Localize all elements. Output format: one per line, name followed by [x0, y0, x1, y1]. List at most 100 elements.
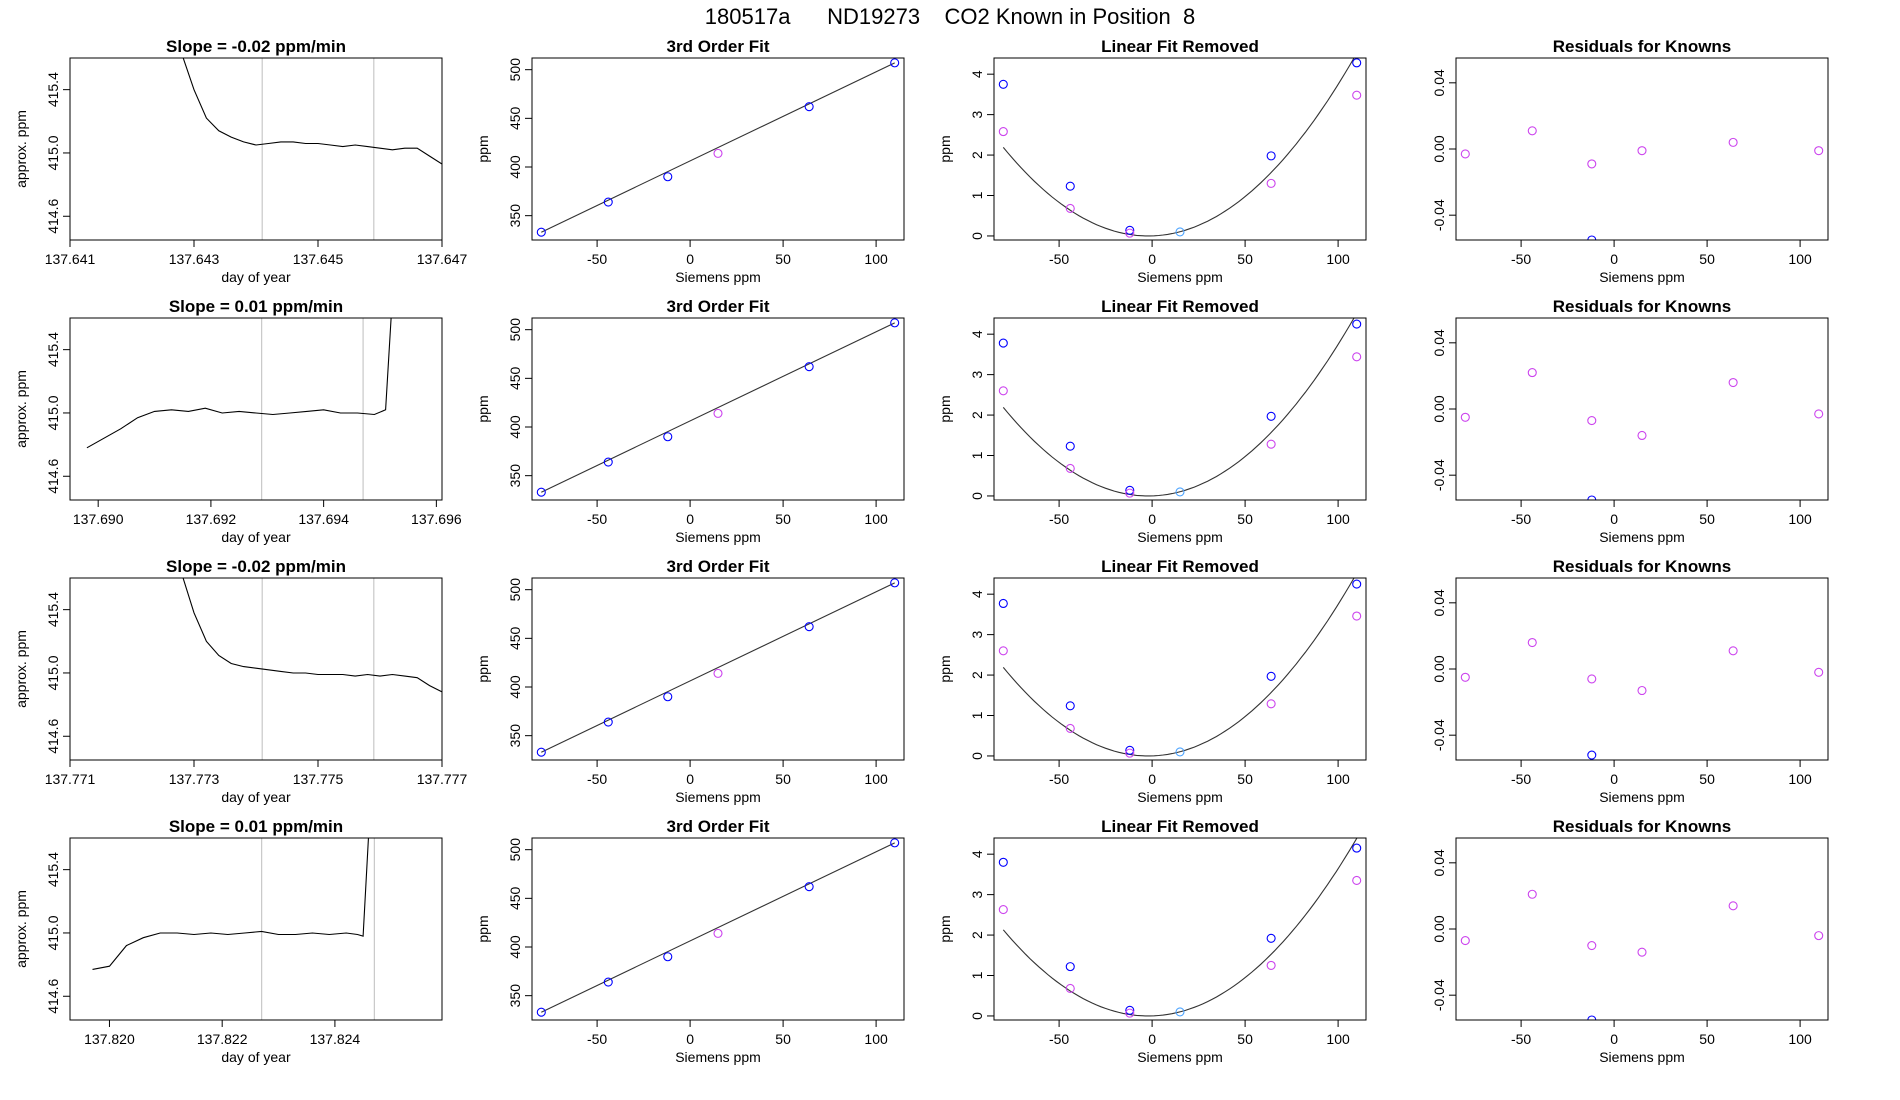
data-point	[1728, 646, 1738, 656]
panel-r3-c1: 137.771 137.773 137.775 137.777 414.6 415.0 41…	[13, 557, 468, 805]
panel-r4-c2: -50 0 50 100 350 400 450 500 3rd Order Fit Siemen…	[475, 817, 905, 1065]
y-tick-label: 0.00	[1431, 395, 1447, 422]
x-axis-label: Siemens ppm	[1137, 269, 1223, 285]
y-tick-label: 415.4	[45, 72, 61, 107]
data-point	[1266, 960, 1276, 970]
data-point	[1266, 411, 1276, 421]
data-point	[1814, 409, 1824, 419]
panel-r1-c4: -50 0 50 100 -0.04 0.00 0.04 Residuals for Know…	[1431, 37, 1829, 285]
fit-line	[541, 62, 895, 233]
panel-title: Slope = -0.02 ppm/min	[166, 557, 346, 576]
y-tick-label: 400	[507, 415, 523, 439]
panel-r1-c3: -50 0 50 100 0 1 2 3 4 Linear Fit Removed Siemens …	[937, 37, 1367, 285]
data-point	[1352, 352, 1362, 362]
x-tick-label: 50	[775, 771, 791, 787]
y-tick-label: 350	[507, 984, 523, 1008]
x-axis-label: Siemens ppm	[675, 269, 761, 285]
y-tick-label: 3	[969, 371, 985, 379]
x-tick-label: -50	[1049, 511, 1069, 527]
plot-area	[182, 578, 442, 760]
x-tick-label: 100	[1788, 771, 1812, 787]
data-point	[713, 408, 723, 418]
panel-title: 3rd Order Fit	[667, 557, 770, 576]
x-tick-label: 137.694	[298, 511, 349, 527]
x-tick-label: 100	[1326, 511, 1350, 527]
data-point	[1587, 416, 1597, 426]
data-point	[1125, 485, 1135, 495]
y-tick-label: 0.00	[1431, 915, 1447, 942]
y-axis-label: ppm	[937, 915, 953, 942]
data-point	[804, 622, 814, 632]
y-tick-label: 0.00	[1431, 135, 1447, 162]
data-point	[1065, 441, 1075, 451]
plot-area	[1460, 637, 1824, 760]
plot-frame	[993, 837, 1367, 1021]
data-point	[1460, 672, 1470, 682]
y-axis-label: approx. ppm	[13, 370, 29, 448]
data-point	[998, 338, 1008, 348]
data-point	[1065, 203, 1075, 214]
panel-title: 3rd Order Fit	[667, 37, 770, 56]
data-point	[663, 692, 673, 702]
x-tick-label: 137.692	[186, 511, 237, 527]
data-point	[1065, 181, 1075, 191]
y-tick-label: 0.04	[1431, 589, 1447, 616]
y-axis-label: approx. ppm	[13, 890, 29, 968]
x-axis-label: Siemens ppm	[1137, 1049, 1223, 1065]
data-point	[603, 717, 613, 727]
data-point	[998, 646, 1008, 656]
y-tick-label: 415.4	[45, 852, 61, 887]
plot-frame	[69, 57, 443, 241]
y-tick-label: 415.0	[45, 655, 61, 690]
data-point	[1125, 225, 1135, 235]
data-point	[890, 318, 900, 328]
x-tick-label: 137.775	[293, 771, 344, 787]
data-point	[1125, 745, 1135, 755]
y-axis-label: ppm	[937, 135, 953, 162]
data-point	[1527, 368, 1537, 378]
y-tick-label: 1	[969, 971, 985, 979]
data-point	[1527, 637, 1537, 648]
panel-title: Residuals for Knowns	[1553, 557, 1732, 576]
x-tick-label: 100	[1788, 251, 1812, 267]
plot-area	[86, 318, 392, 500]
data-point	[1352, 579, 1362, 589]
x-tick-label: 0	[686, 771, 694, 787]
data-series-line	[182, 578, 442, 693]
x-tick-label: 137.820	[84, 1031, 135, 1047]
y-tick-label: 2	[969, 411, 985, 419]
data-point	[1587, 235, 1597, 240]
data-point	[804, 362, 814, 372]
data-point	[1266, 671, 1276, 681]
x-tick-label: 100	[1326, 771, 1350, 787]
data-point	[1352, 611, 1362, 621]
x-tick-label: -50	[1049, 1031, 1069, 1047]
data-point	[1460, 149, 1470, 159]
data-point	[1352, 90, 1362, 100]
x-tick-label: -50	[1511, 1031, 1531, 1047]
x-tick-label: 0	[1610, 251, 1618, 267]
y-tick-label: -0.04	[1431, 459, 1447, 491]
y-tick-label: 415.0	[45, 915, 61, 950]
y-axis-label: approx. ppm	[13, 630, 29, 708]
fit-curve	[1002, 578, 1355, 757]
y-tick-label: 450	[507, 106, 523, 130]
data-point	[1814, 931, 1824, 941]
data-point	[998, 127, 1008, 137]
x-tick-label: 100	[864, 251, 888, 267]
y-tick-label: 2	[969, 151, 985, 159]
y-tick-label: 400	[507, 935, 523, 959]
y-tick-label: 4	[969, 70, 985, 78]
plot-area	[998, 838, 1362, 1018]
x-axis-label: Siemens ppm	[1599, 789, 1685, 805]
x-tick-label: -50	[587, 251, 607, 267]
x-tick-label: 137.773	[169, 771, 220, 787]
y-tick-label: 1	[969, 711, 985, 719]
x-tick-label: 50	[1699, 1031, 1715, 1047]
plot-area	[92, 838, 375, 1020]
x-tick-label: 50	[1699, 251, 1715, 267]
data-point	[1460, 412, 1470, 422]
data-point	[663, 952, 673, 962]
x-tick-label: 100	[864, 771, 888, 787]
x-axis-label: day of year	[221, 789, 291, 805]
